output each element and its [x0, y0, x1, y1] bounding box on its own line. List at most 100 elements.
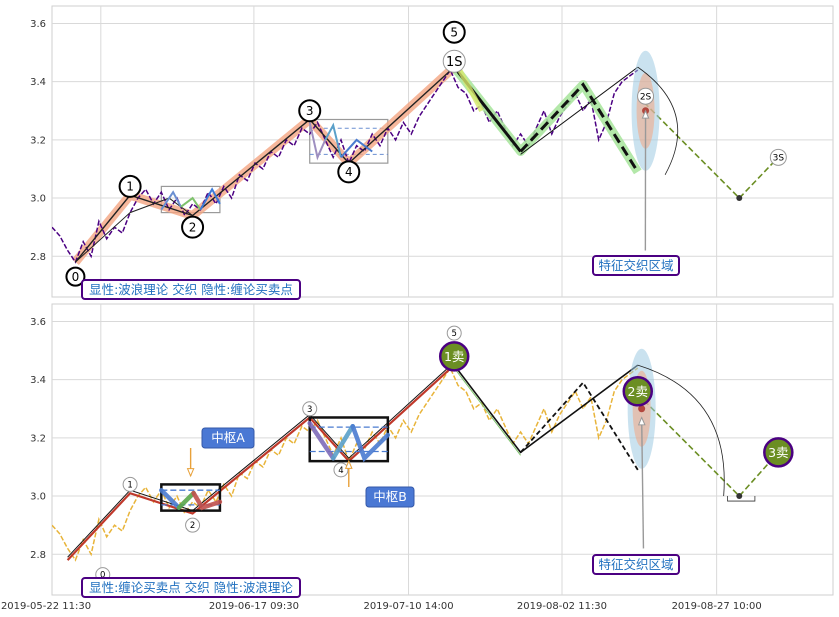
pivot-label-a-box [201, 427, 255, 449]
sell-point-2 [769, 148, 787, 166]
pivot-label-b: 中枢B [344, 459, 415, 508]
stroke-black [67, 361, 455, 558]
wave-label-5 [446, 325, 462, 341]
y-tick-label: 3.4 [30, 77, 46, 88]
x-tick-label-3: 2019-08-02 11:30 [517, 601, 607, 612]
y-tick-label: 3.4 [30, 375, 46, 386]
pivot-zigzag-2 [199, 187, 221, 211]
top-region-label-text: 特征交织区域 [598, 258, 673, 273]
wave-marker-label-5: 5 [450, 26, 458, 40]
sell-point-label-0: 1S [446, 55, 463, 70]
projection-end-dot [736, 195, 743, 202]
wave-marker-label-3: 3 [306, 104, 314, 118]
wave-label-text-0: 0 [100, 571, 105, 581]
wave-marker-4 [337, 160, 361, 184]
wave-marker-1 [118, 174, 142, 198]
y-tick-label: 3.2 [30, 433, 46, 444]
wave-label-2 [185, 517, 201, 533]
wave-label-4 [333, 462, 349, 478]
x-tick-label-2: 2019-07-10 14:00 [363, 601, 453, 612]
top-caption-text: 显性:波浪理论 交织 隐性:缠论买卖点 [89, 282, 293, 297]
pivot-1-zigzag-0 [307, 421, 336, 461]
arc-guide [637, 364, 725, 497]
wave-marker-label-0: 0 [72, 270, 80, 284]
projection-dashed [519, 82, 640, 173]
sell-point-label-2: 3卖 [768, 445, 788, 460]
pivot-1-zigzag-1 [330, 423, 355, 461]
stroke-forward-green [453, 367, 521, 456]
sell-point-0 [438, 341, 470, 372]
wave-label-text-4: 4 [338, 466, 343, 476]
top-panel: 2.8 3.0 3.2 3.4 3.6 0 1 2 3 4 5 1S 2S 3S 显性:波浪理论 交织 隐性… [30, 5, 834, 300]
sell-point-label-2: 3S [773, 154, 785, 164]
pivot-label-b-arrow-head [344, 459, 353, 469]
wave-label-text-3: 3 [307, 405, 312, 415]
top-region-label-box [592, 255, 680, 276]
pivot-zigzag-b-0 [308, 122, 327, 161]
top-caption-box [81, 279, 301, 300]
y-tick-label: 3.6 [30, 19, 46, 30]
pivot-zigzag-b-2 [340, 138, 373, 158]
wave-label-1 [122, 476, 138, 492]
pivot-label-a: 中枢A [186, 427, 255, 478]
wave-label-3 [302, 401, 318, 417]
stroke-forward-dashed [519, 381, 639, 471]
pivot-label-b-text: 中枢B [373, 489, 407, 504]
pivot-box-0 [160, 483, 222, 512]
pivot-0-zigzag-1 [176, 490, 196, 510]
yellow-segment [455, 65, 484, 112]
wave-marker-5 [442, 20, 466, 44]
x-tick-label-1: 2019-06-17 09:30 [209, 601, 299, 612]
sell-point-label-0: 1卖 [444, 349, 464, 364]
y-tick-label: 3.2 [30, 135, 46, 146]
wave-marker-label-4: 4 [345, 165, 353, 179]
end-bracket [727, 496, 756, 502]
x-tick-label-4: 2019-08-27 10:00 [672, 601, 762, 612]
sell-point-label-1: 2卖 [628, 384, 648, 399]
pivot-label-a-text: 中枢A [211, 430, 245, 445]
top-plot-content: 0 1 2 3 4 5 1S 2S 3S [52, 20, 787, 287]
wave-marker-2 [181, 215, 205, 239]
wave-marker-label-2: 2 [189, 220, 197, 234]
y-tick-label: 3.0 [30, 194, 46, 205]
bottom-region-label-text: 特征交织区域 [598, 557, 673, 572]
pivot-zigzag-b-1 [324, 122, 342, 158]
region-arrow-head [637, 416, 646, 426]
bottom-caption-text: 显性:缠论买卖点 交织 隐性:波浪理论 [89, 580, 293, 595]
projection-olive [637, 393, 779, 498]
projection-olive [637, 95, 779, 200]
pivot-0-zigzag-0 [159, 487, 182, 510]
pivot-label-b-box [365, 486, 415, 508]
region-arrow-head [641, 109, 650, 119]
y-tick-label: 3.0 [30, 492, 46, 503]
wave-label-text-1: 1 [127, 480, 132, 490]
pivot-label-a-arrow-head [186, 468, 195, 478]
wave-label-text-2: 2 [190, 521, 195, 531]
intersect-center-dot [638, 405, 646, 413]
bottom-region-label-box [592, 554, 680, 575]
wave-marker-0 [65, 266, 86, 287]
projection-end-dot [736, 493, 743, 500]
sell-point-0 [442, 49, 466, 73]
bottom-panel: 2.8 3.0 3.2 3.4 3.6 0 1 2 3 4 5 1卖 2卖 3卖 中枢A 中枢B 显性:缠论买卖… [1, 303, 834, 612]
wave-marker-3 [298, 99, 322, 123]
pivot-zigzag-0 [160, 190, 182, 211]
pivot-1-zigzag-2 [350, 423, 391, 463]
sell-point-1 [637, 87, 655, 105]
pivot-0-zigzag-2 [191, 490, 223, 511]
stroke-red [66, 364, 455, 561]
projection-thin [520, 66, 639, 155]
sell-point-2 [763, 437, 794, 468]
y-tick-label: 2.8 [30, 252, 46, 263]
bottom-caption-box [81, 577, 301, 598]
price-series-line [52, 366, 639, 562]
pivot-zigzag-1 [180, 196, 202, 211]
x-tick-label-0: 2019-05-22 11:30 [1, 601, 91, 612]
wave-marker-label-1: 1 [126, 180, 134, 194]
sell-point-label-1: 2S [640, 92, 652, 102]
sell-point-1 [622, 376, 653, 407]
y-tick-label: 3.6 [30, 317, 46, 328]
region-arrow [640, 417, 645, 549]
plot-area [51, 5, 834, 298]
